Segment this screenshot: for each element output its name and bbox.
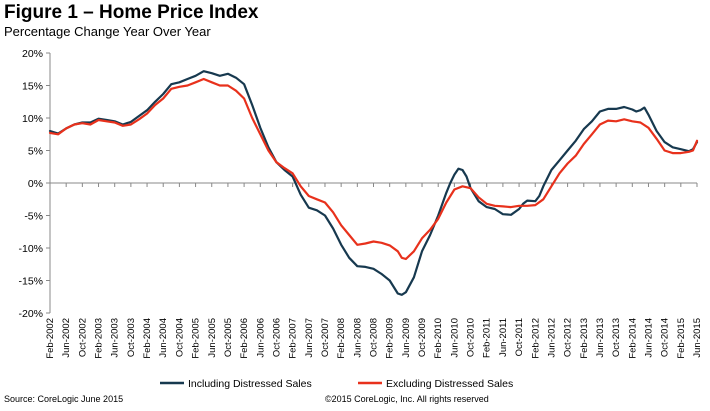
source-note: Source: CoreLogic June 2015 — [4, 394, 124, 404]
x-axis: Feb-2002 Jun-2002 Oct-2002 Feb-2003 Jun-2003… — [45, 182, 703, 359]
x-tick-label: Jun-2006 — [255, 318, 266, 358]
legend: Including Distressed Sales Excluding Dist… — [160, 378, 513, 390]
series-line-excluding-distressed — [48, 77, 699, 261]
copyright-note: ©2015 CoreLogic, Inc. All rights reserve… — [325, 394, 489, 404]
x-tick-label: Oct-2008 — [369, 318, 380, 357]
x-tick-label: Jun-2008 — [352, 318, 363, 358]
y-tick-label: -15% — [18, 276, 43, 288]
legend-label-excluding: Excluding Distressed Sales — [386, 378, 513, 390]
y-tick-label: 15% — [22, 81, 43, 93]
x-tick-label: Feb-2003 — [94, 318, 105, 359]
series-layer — [48, 70, 699, 296]
x-tick-label: Feb-2009 — [385, 318, 396, 359]
figure-subtitle: Percentage Change Year Over Year — [4, 24, 211, 39]
x-tick-label: Jun-2013 — [595, 318, 606, 358]
x-tick-label: Feb-2013 — [579, 318, 590, 359]
y-tick-label: -20% — [18, 308, 43, 320]
x-tick-label: Jun-2015 — [692, 318, 703, 358]
x-tick-label: Jun-2011 — [498, 318, 509, 357]
x-tick-label: Oct-2006 — [271, 318, 282, 357]
x-tick-label: Feb-2012 — [530, 318, 541, 359]
x-tick-label: Oct-2004 — [174, 318, 185, 357]
x-tick-label: Oct-2003 — [126, 318, 137, 357]
y-tick-label: 5% — [28, 146, 43, 158]
x-tick-label: Jun-2010 — [449, 318, 460, 358]
y-tick-label: 20% — [22, 48, 43, 60]
x-tick-label: Jun-2012 — [546, 318, 557, 358]
x-tick-label: Jun-2003 — [110, 318, 121, 358]
x-tick-label: Feb-2014 — [627, 318, 638, 359]
figure-title: Figure 1 – Home Price Index — [4, 2, 259, 23]
x-tick-label: Feb-2010 — [433, 318, 444, 359]
x-tick-label: Oct-2009 — [417, 318, 428, 357]
x-tick-label: Feb-2005 — [191, 318, 202, 359]
x-tick-label: Oct-2011 — [514, 318, 525, 356]
x-tick-label: Oct-2002 — [77, 318, 88, 357]
x-tick-label: Feb-2002 — [45, 318, 56, 359]
x-tick-label: Jun-2014 — [643, 318, 654, 358]
x-tick-label: Jun-2002 — [61, 318, 72, 358]
x-tick-label: Feb-2015 — [676, 318, 687, 359]
x-tick-label: Feb-2004 — [142, 318, 153, 359]
y-tick-label: 10% — [22, 113, 43, 125]
x-tick-label: Jun-2004 — [158, 318, 169, 358]
y-axis: 20% 15% 10% 5% 0% -5% -10% -15% -20% — [18, 48, 51, 320]
y-tick-label: 0% — [28, 178, 43, 190]
y-tick-label: -5% — [24, 211, 43, 223]
x-tick-label: Oct-2013 — [611, 318, 622, 357]
x-tick-label: Feb-2007 — [288, 318, 299, 359]
series-line-including-distressed — [48, 70, 699, 296]
x-tick-label: Jun-2007 — [304, 318, 315, 358]
x-tick-label: Feb-2011 — [482, 318, 493, 358]
x-tick-label: Oct-2010 — [466, 318, 477, 357]
legend-label-including: Including Distressed Sales — [188, 378, 312, 390]
x-tick-label: Feb-2006 — [239, 318, 250, 359]
y-tick-label: -10% — [18, 243, 43, 255]
x-tick-label: Oct-2005 — [223, 318, 234, 357]
x-tick-label: Feb-2008 — [336, 318, 347, 359]
x-tick-label: Jun-2005 — [207, 318, 218, 358]
x-tick-label: Oct-2007 — [320, 318, 331, 357]
x-tick-label: Oct-2014 — [660, 318, 671, 357]
x-tick-label: Oct-2012 — [563, 318, 574, 357]
x-tick-label: Jun-2009 — [401, 318, 412, 358]
